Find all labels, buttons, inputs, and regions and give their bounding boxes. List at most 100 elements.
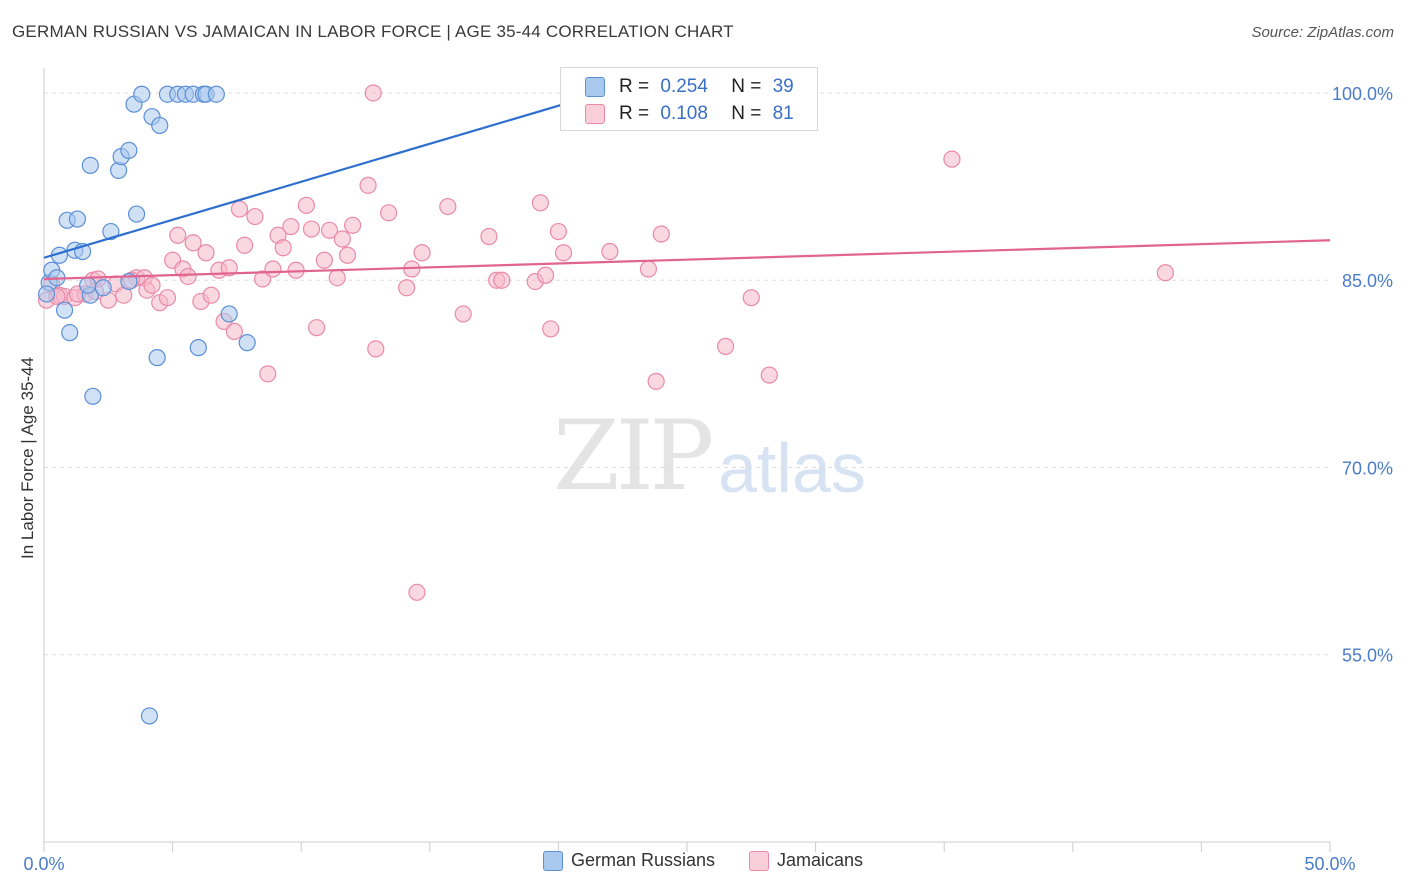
jamaican-point	[364, 84, 382, 102]
jamaican-point	[344, 216, 362, 234]
jamaican-point	[413, 244, 431, 262]
jamaican-point	[274, 239, 292, 257]
stats-legend: R = 0.254 N = 39 R = 0.108 N = 81	[560, 67, 818, 131]
german-russian-point	[151, 116, 169, 135]
jamaican-point	[202, 286, 220, 304]
jamaican-point	[264, 260, 282, 278]
jamaican-point	[601, 242, 619, 261]
jamaican-point	[554, 244, 573, 262]
legend-label: German Russians	[570, 850, 715, 870]
jamaican-point	[639, 260, 658, 278]
stats-legend-text: R = 0.108 N = 81	[619, 103, 794, 125]
pink-swatch	[749, 850, 769, 871]
german-russian-point	[37, 285, 56, 303]
german-russian-point	[81, 156, 99, 174]
jamaican-point	[716, 337, 735, 355]
german-russian-point	[127, 205, 146, 223]
n-value: 81	[772, 103, 794, 124]
y-tick-label: 85.0%	[1342, 271, 1393, 291]
german-russian-point	[238, 334, 256, 352]
german-russian-point	[148, 349, 166, 367]
n-label: N =	[731, 76, 762, 97]
jamaican-point	[302, 220, 321, 238]
y-tick-label: 55.0%	[1342, 646, 1393, 666]
jamaican-point	[169, 226, 187, 244]
jamaican-point	[308, 319, 326, 337]
watermark-atlas: atlas	[718, 429, 866, 507]
legend-item-german-russians: German Russians	[542, 850, 715, 871]
jamaican-point	[359, 176, 377, 194]
jamaican-point	[158, 289, 177, 307]
jamaican-point	[542, 320, 560, 338]
jamaican-point	[320, 221, 339, 239]
jamaican-point	[184, 234, 202, 252]
jamaican-point	[338, 246, 357, 264]
jamaican-point	[454, 305, 472, 323]
german-russian-point	[68, 210, 87, 228]
german-russian-point	[55, 301, 74, 319]
german-russian-point	[84, 387, 102, 405]
jamaican-point	[259, 365, 277, 383]
german-russian-point	[220, 305, 238, 323]
german-russian-point	[79, 276, 97, 294]
jamaican-point	[230, 200, 249, 218]
jamaican-point	[220, 259, 238, 277]
jamaican-point	[1156, 264, 1174, 282]
jamaican-point	[760, 366, 778, 384]
source-label: Source: ZipAtlas.com	[1251, 24, 1394, 41]
german-russian-point	[189, 339, 207, 357]
german-russian-point	[102, 222, 120, 241]
jamaican-point	[493, 271, 511, 289]
jamaican-trendline	[43, 239, 1331, 281]
jamaican-point	[408, 583, 426, 601]
german-russian-point	[120, 141, 138, 159]
german-russian-point	[61, 324, 79, 342]
watermark-zip: ZIP	[553, 400, 714, 512]
pink-swatch	[585, 104, 605, 124]
r-label: R =	[619, 103, 650, 124]
jamaican-point	[652, 225, 670, 243]
jamaican-point	[943, 150, 961, 168]
x-tick-label: 0.0%	[23, 854, 64, 874]
jamaican-point	[549, 222, 568, 241]
jamaican-point	[297, 196, 315, 214]
jamaican-point	[398, 279, 416, 297]
r-value: 0.108	[660, 103, 708, 124]
r-label: R =	[619, 76, 650, 97]
n-value: 39	[772, 76, 794, 97]
jamaican-point	[315, 251, 333, 269]
blue-swatch	[585, 77, 605, 97]
german-russian-point	[133, 85, 151, 103]
y-tick-label: 70.0%	[1342, 458, 1393, 478]
jamaican-point	[742, 289, 760, 307]
jamaican-point	[254, 270, 272, 288]
jamaican-point	[225, 322, 243, 341]
jamaican-point	[143, 276, 161, 294]
y-tick-label: 100.0%	[1332, 84, 1393, 104]
n-label: N =	[731, 103, 762, 124]
jamaican-point	[282, 217, 300, 236]
jamaican-point	[333, 230, 351, 248]
chart-title: GERMAN RUSSIAN VS JAMAICAN IN LABOR FORC…	[12, 22, 734, 41]
jamaican-point	[367, 340, 385, 358]
jamaican-point	[380, 204, 398, 222]
stats-legend-text: R = 0.254 N = 39	[619, 76, 794, 98]
jamaican-point	[236, 236, 254, 254]
series-legend: German Russians Jamaicans	[0, 850, 1406, 871]
german-russian-point	[207, 85, 225, 103]
x-tick-label: 50.0%	[1304, 854, 1355, 874]
jamaican-point	[647, 372, 665, 390]
jamaican-point	[531, 194, 549, 212]
jamaican-point	[480, 227, 498, 246]
german-russian-point	[140, 707, 159, 725]
jamaican-point	[179, 267, 197, 286]
legend-label: Jamaicans	[777, 850, 864, 870]
r-value: 0.254	[660, 76, 708, 97]
legend-item-jamaicans: Jamaicans	[749, 850, 863, 871]
jamaican-point	[246, 207, 264, 226]
german-russian-point	[94, 279, 112, 297]
jamaican-point	[439, 197, 457, 216]
jamaican-point	[536, 266, 555, 284]
blue-swatch	[542, 850, 563, 871]
